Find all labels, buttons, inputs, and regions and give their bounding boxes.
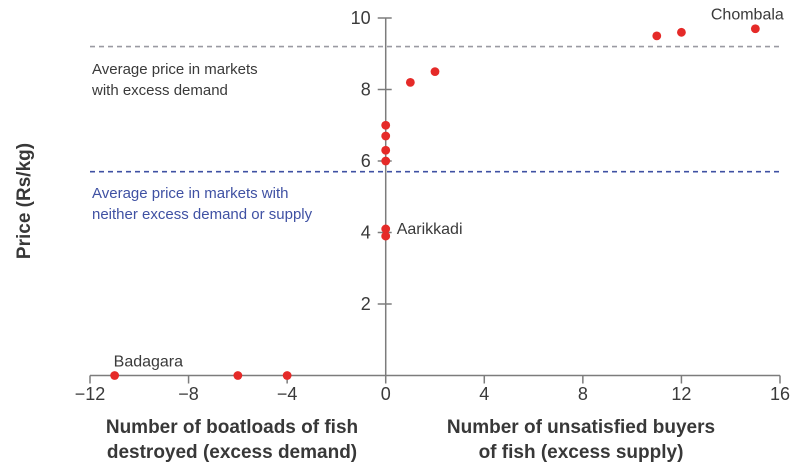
- x-tick-label: 0: [381, 384, 391, 404]
- data-point: [405, 77, 415, 87]
- x-tick-label: −8: [178, 384, 199, 404]
- y-axis-title: Price (Rs/kg): [14, 142, 35, 260]
- annotation-excess-demand-price: Average price in markets with excess dem…: [92, 61, 258, 99]
- x-tick-label: 16: [770, 384, 790, 404]
- y-tick-label: 4: [361, 223, 371, 243]
- x-tick-label: −4: [277, 384, 298, 404]
- data-point: [430, 67, 440, 77]
- data-point: [381, 156, 391, 166]
- x-axis-title-left: Number of boatloads of fish destroyed (e…: [105, 417, 359, 463]
- data-point: [233, 371, 243, 380]
- data-point: [750, 24, 760, 34]
- y-tick-label: 2: [361, 294, 371, 314]
- x-tick-label: 4: [479, 384, 489, 404]
- data-point: [110, 371, 120, 380]
- data-point: [381, 145, 391, 155]
- data-point: [381, 120, 391, 130]
- data-point: [381, 224, 391, 234]
- annotation-neither-excess-price: Average price in markets with neither ex…: [92, 185, 313, 223]
- y-tick-label: 10: [351, 8, 371, 28]
- x-tick-label: 8: [578, 384, 588, 404]
- data-point: [381, 131, 391, 141]
- data-point: [677, 27, 686, 37]
- data-point: [381, 231, 391, 241]
- data-point: [282, 371, 292, 380]
- point-label-chombala: Chombala: [711, 7, 784, 24]
- point-label-aarikkadi: Aarikkadi: [397, 221, 463, 238]
- point-label-badagara: Badagara: [114, 354, 183, 371]
- y-tick-label: 8: [361, 80, 371, 100]
- x-axis-title-right: Number of unsatisfied buyers of fish (ex…: [446, 417, 716, 463]
- y-tick-label: 6: [361, 151, 371, 171]
- x-tick-label: −12: [75, 384, 106, 404]
- data-point: [652, 31, 662, 41]
- x-tick-label: 12: [671, 384, 691, 404]
